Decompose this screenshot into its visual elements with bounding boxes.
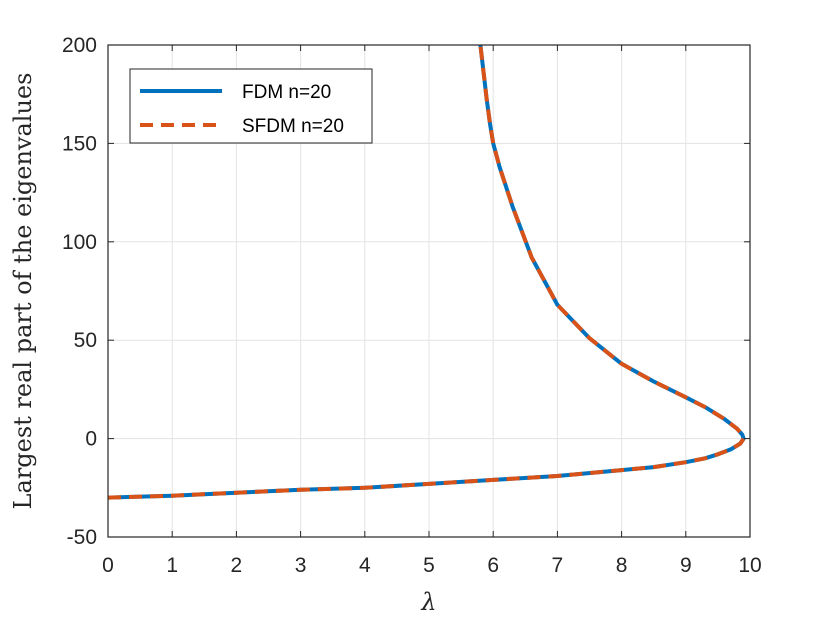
x-tick-label: 2 xyxy=(231,554,243,577)
x-tick-label: 9 xyxy=(680,554,692,577)
ticks xyxy=(107,44,751,538)
legend-label-fdm: FDM n=20 xyxy=(242,82,331,103)
y-tick-label: 200 xyxy=(62,34,97,57)
legend-box xyxy=(129,68,373,144)
y-tick-label: 100 xyxy=(62,231,97,254)
legend: FDM n=20 SFDM n=20 xyxy=(129,68,373,144)
x-tick-label: 7 xyxy=(552,554,564,577)
y-axis-title: Largest real part of the eigenvalues xyxy=(9,73,37,510)
x-tick-label: 0 xyxy=(102,554,114,577)
series-layer xyxy=(107,44,746,500)
x-tick-label: 4 xyxy=(359,554,371,577)
x-tick-label: 8 xyxy=(616,554,628,577)
x-tick-label: 3 xyxy=(295,554,307,577)
y-tick-label: -50 xyxy=(67,526,97,549)
x-tick-label: 5 xyxy=(423,554,435,577)
series-line-sfdm xyxy=(107,44,746,500)
x-axis-title: λ xyxy=(420,588,436,616)
x-tick-label: 10 xyxy=(738,554,761,577)
y-tick-label: 150 xyxy=(62,132,97,155)
y-tick-label: 50 xyxy=(74,329,97,352)
legend-label-sfdm: SFDM n=20 xyxy=(242,116,344,137)
x-tick-label: 6 xyxy=(487,554,499,577)
y-tick-label: 0 xyxy=(85,428,97,451)
x-tick-label: 1 xyxy=(166,554,178,577)
